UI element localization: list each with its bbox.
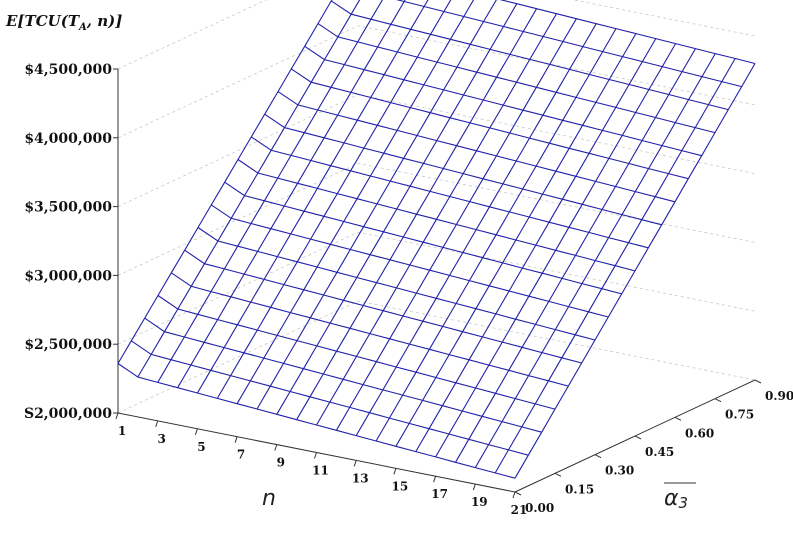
z-axis-title: E[TCU(TA, n)] (5, 12, 122, 33)
z-tick-label: $4,000,000 (24, 131, 112, 147)
mesh-line-alpha-direction (177, 0, 406, 388)
x-tick-label: 7 (237, 448, 245, 462)
mesh-line-alpha-direction (435, 43, 677, 458)
mesh-line-alpha-direction (137, 0, 361, 378)
y-tick-label: 0.15 (565, 482, 594, 496)
x-tick-label: 21 (511, 503, 528, 517)
y-tick-mark (634, 435, 642, 440)
z-gridline (117, 231, 756, 345)
mesh-line-alpha-direction (316, 13, 557, 426)
mesh-line-alpha-direction (276, 3, 518, 415)
y-tick-label: 0.30 (605, 464, 634, 478)
z-tick-label: $3,000,000 (24, 268, 112, 284)
mesh-line-n-direction (170, 272, 569, 387)
mesh-line-n-direction (396, 0, 742, 88)
z-tick-label: $3,500,000 (24, 200, 112, 216)
mesh-line-n-direction (499, 0, 756, 65)
x-tick-mark (274, 444, 278, 451)
x-tick-label: 1 (118, 424, 126, 438)
z-gridline (117, 300, 756, 414)
y-tick-mark (514, 491, 522, 496)
x-tick-mark (433, 476, 437, 483)
y-tick-mark (714, 398, 722, 403)
tick-labels: $4,500,000 $4,000,000 $3,500,000 $3,000,000… (24, 62, 793, 517)
x-tick-label: 11 (312, 464, 329, 478)
mesh-line-alpha-direction (335, 18, 577, 431)
mesh-line-alpha-direction (157, 0, 383, 383)
mesh-line-alpha-direction (236, 0, 475, 404)
x-tick-label: 9 (277, 456, 285, 470)
y-tick-label: 0.90 (765, 389, 793, 403)
mesh-line-alpha-direction (455, 48, 696, 463)
x-tick-mark (194, 428, 198, 435)
y-axis-title: α3 (664, 482, 696, 512)
mesh-line-alpha-direction (256, 0, 497, 410)
x-tick-label: 17 (431, 487, 448, 501)
mesh-line-n-direction (144, 317, 542, 433)
mesh-line-alpha-direction (196, 0, 429, 394)
x-tick-label: 3 (158, 432, 166, 446)
y-tick-mark (554, 472, 562, 477)
z-tick-label: $4,500,000 (24, 62, 112, 78)
y-tick-mark (674, 416, 682, 421)
x-tick-mark (115, 412, 119, 420)
x-tick-label: 13 (352, 471, 369, 485)
mesh-line-alpha-direction (296, 8, 538, 420)
svg-text:α3: α3 (664, 486, 688, 512)
z-tick-label: S2,000,000 (24, 406, 112, 422)
mesh-line-alpha-direction (514, 63, 756, 479)
mesh-line-alpha-direction (474, 53, 716, 468)
mesh-line-alpha-direction (117, 0, 333, 364)
x-tick-mark (393, 468, 397, 475)
mesh-line-alpha-direction (375, 28, 617, 442)
x-tick-mark (155, 420, 159, 428)
surface-mesh (117, 0, 756, 479)
mesh-line-alpha-direction (494, 58, 736, 474)
z-gridline (117, 0, 756, 70)
y-tick-label: 0.60 (685, 426, 714, 440)
x-tick-mark (472, 483, 476, 491)
mesh-line-n-direction (184, 249, 582, 364)
x-tick-mark (353, 460, 357, 467)
mesh-line-alpha-direction (355, 23, 597, 436)
x-tick-label: 5 (197, 440, 205, 454)
mesh-line-alpha-direction (216, 0, 452, 399)
axes (113, 68, 762, 499)
z-gridline (117, 25, 756, 139)
mesh-line-n-direction (197, 227, 596, 341)
x-tick-mark (234, 436, 238, 443)
mesh-line-alpha-direction (395, 33, 637, 447)
y-tick-label: 0.75 (725, 408, 754, 422)
y-tick-mark (754, 379, 762, 384)
x-tick-mark (314, 452, 317, 459)
z-gridline (117, 162, 756, 276)
mesh-line-n-direction (157, 295, 556, 410)
mesh-line-alpha-direction (415, 38, 657, 452)
mesh-line-n-direction (117, 363, 516, 479)
x-axis-title: n (262, 486, 276, 511)
y-tick-mark (594, 454, 602, 459)
y-tick-label: 0.45 (645, 445, 674, 459)
z-tick-label: $2,500,000 (24, 337, 112, 353)
y-tick-label: 0.00 (525, 501, 554, 515)
x-tick-label: 15 (392, 479, 409, 493)
mesh-line-n-direction (130, 340, 529, 456)
x-tick-label: 19 (471, 495, 488, 509)
x-tick-mark (512, 491, 516, 499)
